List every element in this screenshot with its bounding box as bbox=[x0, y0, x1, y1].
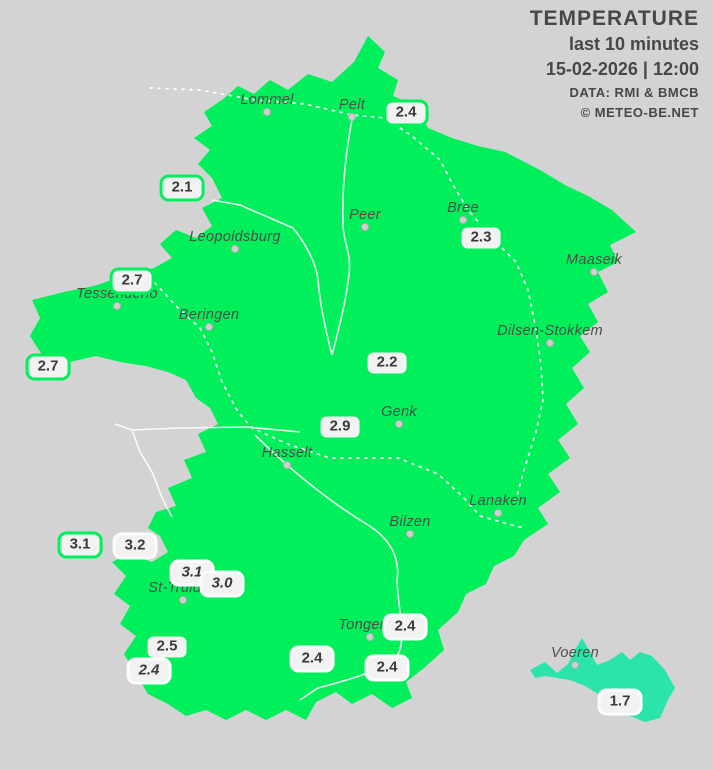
boundary-dotted-north bbox=[149, 87, 544, 501]
city-dot bbox=[459, 216, 467, 224]
city-dot bbox=[571, 661, 579, 669]
city-dot bbox=[205, 323, 213, 331]
temperature-badge: 2.1 bbox=[159, 174, 205, 202]
temperature-badge: 2.4 bbox=[289, 645, 335, 673]
city-dot bbox=[113, 302, 121, 310]
city-dot bbox=[406, 530, 414, 538]
temperature-badge: 2.9 bbox=[317, 413, 363, 441]
city-dot bbox=[179, 596, 187, 604]
map-header: TEMPERATURE last 10 minutes 15-02-2026 |… bbox=[530, 6, 699, 123]
city-label: Leopoldsburg bbox=[189, 229, 281, 245]
city-label: Maaseik bbox=[565, 252, 623, 268]
city-dot bbox=[348, 113, 356, 121]
province-shape-limburg bbox=[30, 36, 636, 720]
temperature-badge: 2.4 bbox=[382, 613, 428, 641]
temperature-badge: 2.4 bbox=[126, 657, 172, 685]
temperature-badge: 2.5 bbox=[144, 633, 190, 661]
temperature-badge: 3.1 bbox=[57, 531, 103, 559]
temperature-badge: 2.7 bbox=[25, 353, 71, 381]
city-dot bbox=[494, 509, 502, 517]
boundary-solid-west bbox=[114, 423, 301, 518]
city-dot bbox=[546, 339, 554, 347]
copyright-line: © METEO-BE.NET bbox=[580, 105, 699, 120]
city-label: Lanaken bbox=[469, 493, 527, 509]
city-dot bbox=[590, 268, 598, 276]
city-label: Peer bbox=[349, 207, 381, 223]
city-label: Genk bbox=[381, 404, 417, 420]
boundary-dotted-central bbox=[154, 282, 525, 529]
boundary-solid-pelt bbox=[331, 119, 353, 356]
map-title: TEMPERATURE bbox=[529, 7, 699, 30]
city-dot bbox=[366, 633, 374, 641]
city-dot bbox=[263, 108, 271, 116]
temperature-badge: 1.7 bbox=[597, 688, 643, 716]
data-source: DATA: RMI & BMCB bbox=[569, 85, 699, 100]
map-datetime: 15-02-2026 | 12:00 bbox=[545, 59, 699, 79]
boundary-solid-leopoldsburg bbox=[211, 199, 333, 356]
city-dot bbox=[361, 223, 369, 231]
city-label: Hasselt bbox=[261, 445, 313, 461]
temperature-badge: 3.2 bbox=[112, 532, 158, 560]
city-label: Bree bbox=[447, 200, 479, 216]
city-label: Dilsen-Stokkem bbox=[497, 323, 603, 339]
city-label: Lommel bbox=[240, 92, 294, 108]
city-dot bbox=[283, 461, 291, 469]
city-dot bbox=[395, 420, 403, 428]
temperature-badge: 2.4 bbox=[383, 99, 429, 127]
temperature-badge: 2.7 bbox=[109, 267, 155, 295]
temperature-badge: 3.0 bbox=[199, 570, 245, 598]
map-subtitle: last 10 minutes bbox=[568, 34, 699, 54]
temperature-badge: 2.4 bbox=[364, 654, 410, 682]
city-dot bbox=[231, 245, 239, 253]
city-label: Pelt bbox=[338, 97, 366, 113]
temperature-badge: 2.2 bbox=[364, 349, 410, 377]
city-label: Beringen bbox=[178, 307, 240, 323]
city-label: Voeren bbox=[550, 645, 600, 661]
city-label: Bilzen bbox=[389, 514, 431, 530]
temperature-badge: 2.3 bbox=[458, 224, 504, 252]
